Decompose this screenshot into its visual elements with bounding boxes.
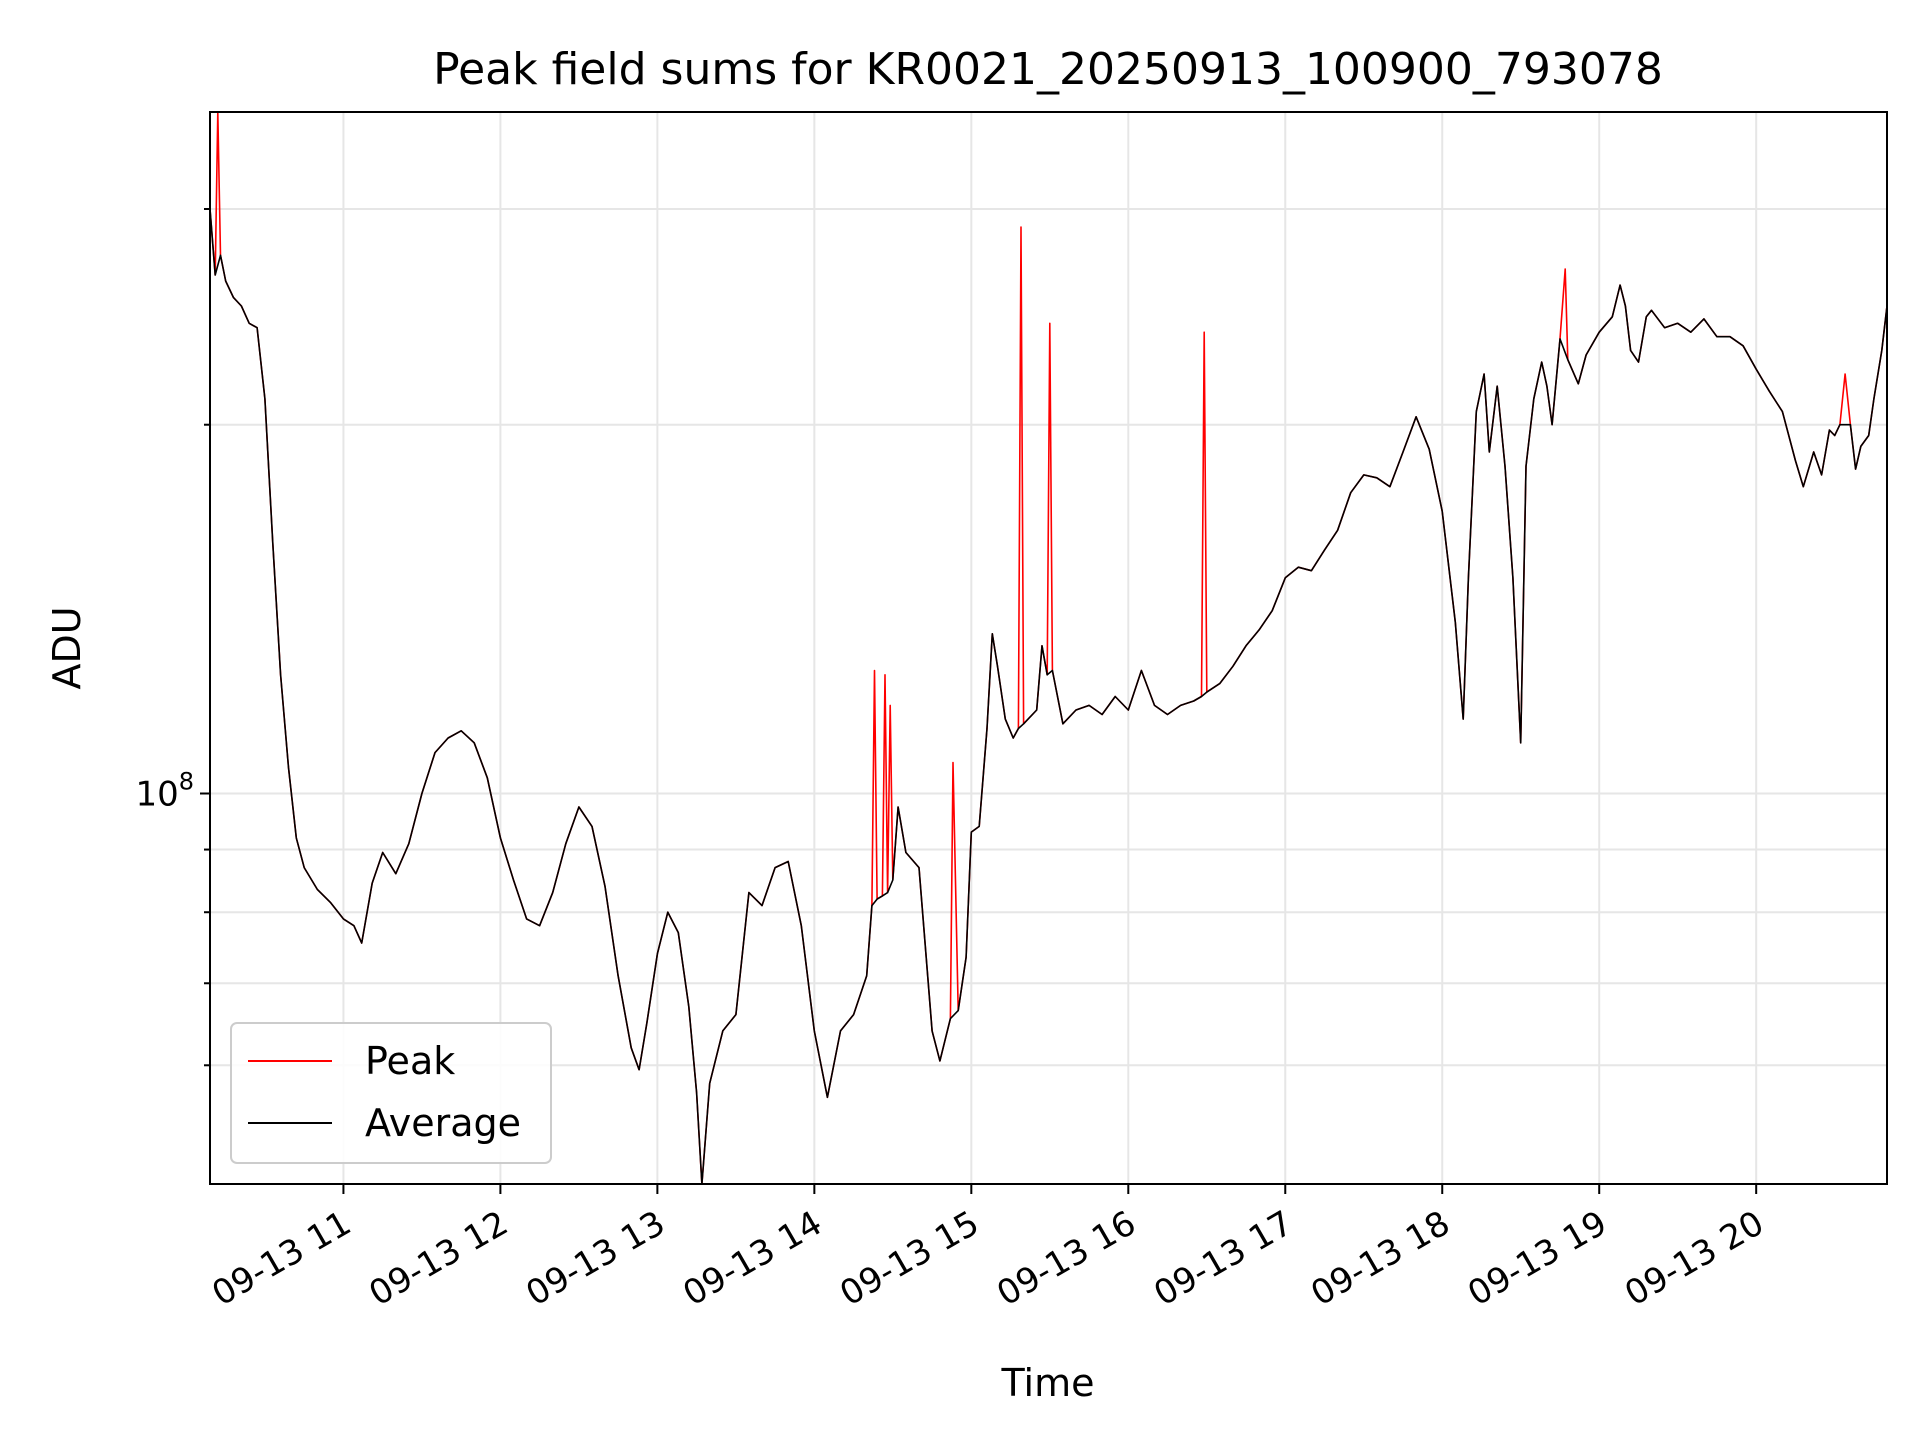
legend-box: [230, 1022, 552, 1164]
grid-lines: [210, 112, 1887, 1184]
legend-label-average: Average: [365, 1101, 521, 1145]
y-tick-label: 108: [135, 768, 194, 815]
chart-title: Peak field sums for KR0021_20250913_1009…: [433, 44, 1663, 95]
plot-frame: [209, 111, 1888, 1185]
series-line-average: [209, 208, 1888, 1185]
y-axis-label: ADU: [45, 606, 89, 689]
legend: Peak Average: [230, 1022, 552, 1164]
plot-series: [209, 111, 1888, 1185]
x-axis-label: Time: [1001, 1361, 1095, 1405]
legend-label-peak: Peak: [365, 1039, 455, 1083]
